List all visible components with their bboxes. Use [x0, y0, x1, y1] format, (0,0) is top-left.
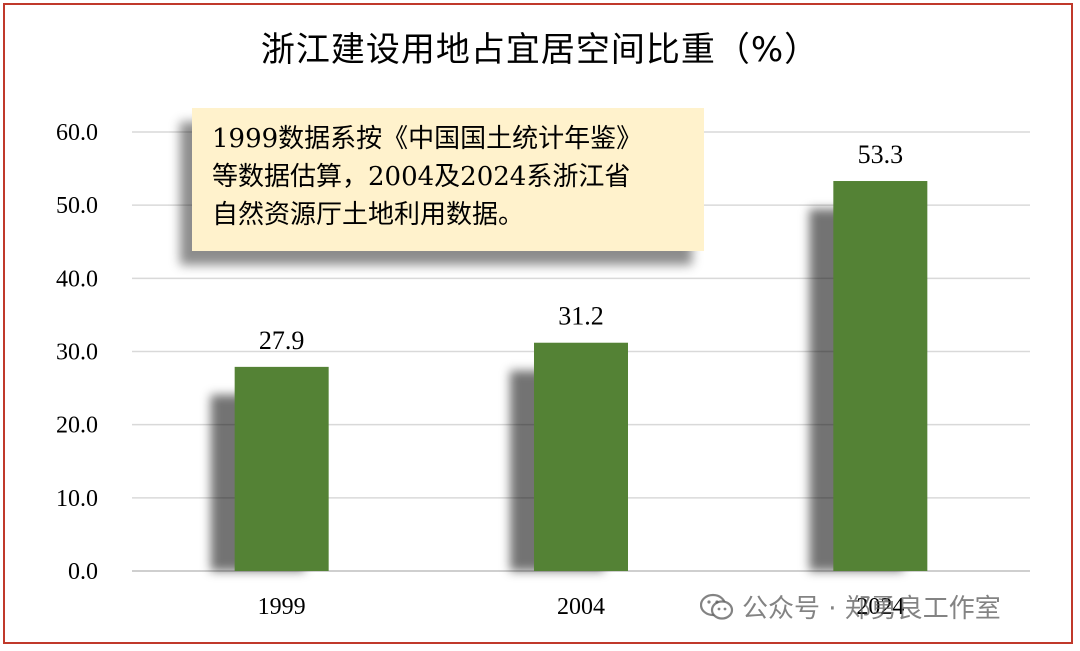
y-tick-label: 60.0: [56, 120, 98, 146]
watermark-text: 公众号 · 郑勇良工作室: [742, 594, 1001, 624]
x-tick-label: 1999: [258, 594, 306, 620]
note-line-2: 等数据估算，2004及2024系浙江省: [212, 162, 631, 192]
y-tick-label: 20.0: [56, 413, 98, 439]
wechat-icon: [700, 593, 734, 620]
data-label: 53.3: [858, 140, 904, 169]
bars: [234, 181, 928, 571]
chart-title: 浙江建设用地占宜居空间比重（%）: [260, 30, 820, 70]
y-tick-label: 50.0: [56, 193, 98, 219]
note-line-1: 1999数据系按《中国国土统计年鉴》: [212, 124, 643, 154]
y-tick-label: 30.0: [56, 340, 98, 366]
data-labels: 27.9 31.2 53.3: [259, 140, 903, 355]
note-line-3: 自然资源厅土地利用数据。: [212, 200, 525, 230]
bar-2024: [833, 181, 928, 571]
data-source-note: 1999数据系按《中国国土统计年鉴》 等数据估算，2004及2024系浙江省 自…: [192, 108, 704, 251]
bar-1999: [234, 366, 329, 571]
data-label: 31.2: [558, 302, 604, 331]
y-axis-ticks: 0.0 10.0 20.0 30.0 40.0 50.0 60.0: [56, 120, 98, 585]
bar-2004: [534, 342, 628, 571]
data-label: 27.9: [259, 326, 305, 355]
x-tick-label: 2024: [856, 594, 904, 620]
watermark: 公众号 · 郑勇良工作室: [700, 588, 1001, 625]
y-tick-label: 0.0: [68, 559, 98, 585]
y-tick-label: 10.0: [56, 486, 98, 512]
x-axis-ticks: 1999 2004 2024: [258, 594, 905, 620]
x-tick-label: 2004: [557, 594, 605, 620]
y-tick-label: 40.0: [56, 266, 98, 292]
